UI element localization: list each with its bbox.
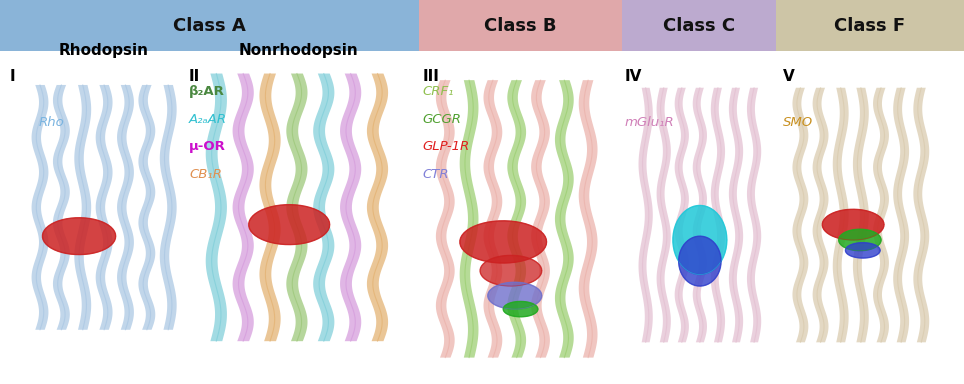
Polygon shape [503,301,538,317]
Text: V: V [783,69,794,84]
Text: SMO: SMO [783,116,813,129]
Bar [419,0,622,51]
Polygon shape [480,255,542,286]
Bar [0,0,419,51]
Bar [622,0,776,51]
Text: A₂ₐAR: A₂ₐAR [189,113,228,126]
Text: III: III [422,69,440,84]
Text: Rhodopsin: Rhodopsin [59,43,149,58]
Text: Nonrhodopsin: Nonrhodopsin [239,43,359,58]
Text: μ-OR: μ-OR [189,140,226,153]
Text: I: I [10,69,15,84]
Text: IV: IV [625,69,642,84]
Text: GCGR: GCGR [422,113,461,126]
Polygon shape [42,218,116,255]
Polygon shape [673,205,727,275]
Text: GLP-1R: GLP-1R [422,140,469,153]
Polygon shape [839,229,881,251]
Text: II: II [189,69,201,84]
Polygon shape [679,236,721,286]
Polygon shape [845,243,880,258]
Polygon shape [460,221,547,263]
Text: Class C: Class C [663,17,735,35]
Text: β₂AR: β₂AR [189,85,225,98]
Text: Rho: Rho [39,116,65,129]
Bar [776,0,964,51]
Polygon shape [488,282,542,309]
Text: Class B: Class B [484,17,557,35]
Text: CTR: CTR [422,168,449,181]
Text: mGlu₁R: mGlu₁R [625,116,675,129]
Polygon shape [822,209,884,240]
Text: CRF₁: CRF₁ [422,85,454,98]
Text: CB₁R: CB₁R [189,168,222,181]
Text: Class A: Class A [174,17,246,35]
Polygon shape [249,205,330,245]
Text: Class F: Class F [835,17,905,35]
